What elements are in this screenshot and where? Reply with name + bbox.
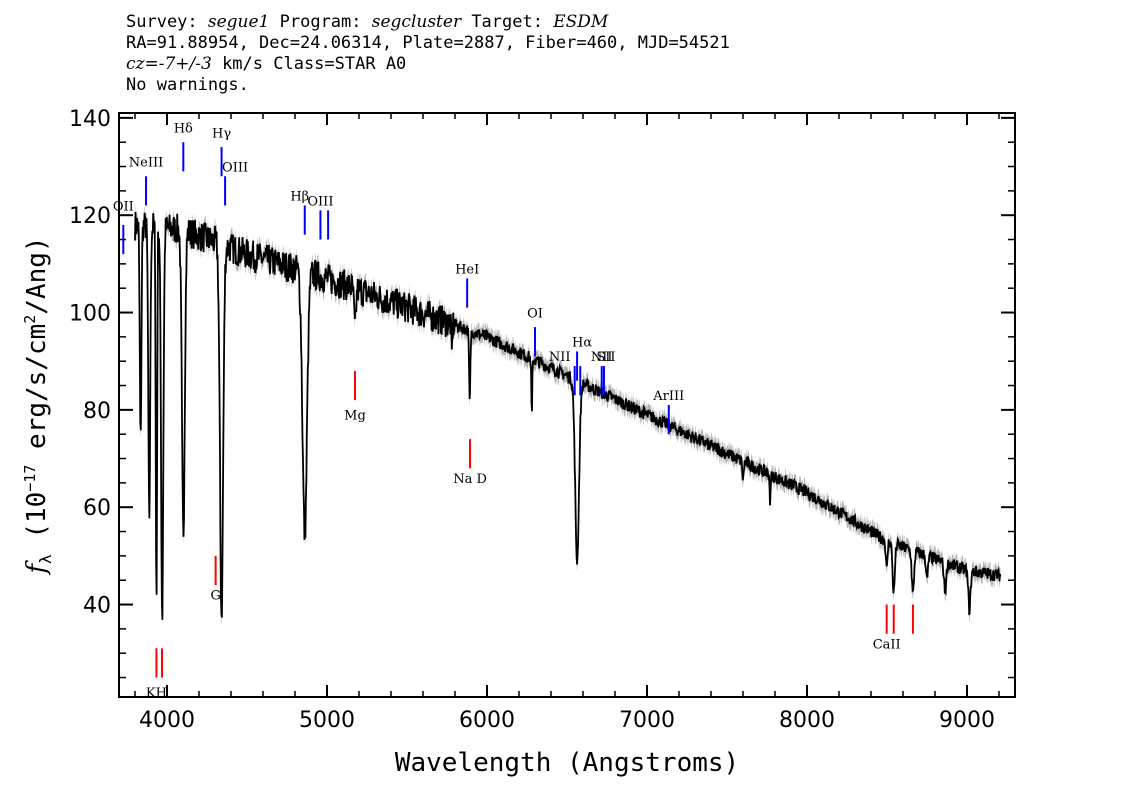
absorption-label-2: G	[210, 589, 220, 604]
plot-frame	[118, 112, 1016, 698]
emission-label-0: OII	[113, 199, 134, 214]
emission-label-11: Hα	[572, 336, 592, 351]
ylabel-a: (10	[22, 492, 52, 555]
x-axis-title: Wavelength (Angstroms)	[395, 748, 739, 778]
emission-label-4: OIII	[222, 160, 248, 175]
spectrum-line	[134, 211, 1002, 620]
header-run-3: segcluster	[371, 12, 462, 32]
header-run-0: Survey:	[126, 12, 208, 32]
x-tick-label-0: 4000	[139, 708, 195, 733]
absorption-label-3: Mg	[344, 409, 366, 424]
spectrum-header: Survey: segue1 Program: segcluster Targe…	[126, 12, 730, 96]
ylabel-sub: λ	[36, 554, 55, 564]
ylabel-exp2: 2	[21, 315, 39, 324]
emission-label-10: NII	[549, 350, 571, 365]
y-tick-label-3: 100	[69, 302, 111, 327]
error-band	[135, 204, 1001, 628]
ylabel-b: erg/s/cm	[22, 324, 52, 465]
emission-label-8: HeI	[455, 263, 479, 278]
ylabel-c: /Ang)	[22, 236, 52, 314]
header-coords-line: RA=91.88954, Dec=24.06314, Plate=2887, F…	[126, 33, 730, 53]
header-redshift-line: cz=-7+/-3 km/s Class=STAR A0	[126, 54, 730, 75]
emission-label-6: OIII	[307, 194, 333, 209]
absorption-label-4: Na D	[453, 472, 487, 487]
y-tick-label-0: 40	[83, 594, 111, 619]
absorption-label-0: KH	[146, 686, 167, 701]
header-survey-line: Survey: segue1 Program: segcluster Targe…	[126, 12, 730, 33]
y-tick-label-1: 60	[83, 496, 111, 521]
x-tick-label-1: 5000	[299, 708, 355, 733]
header-warnings-line: No warnings.	[126, 75, 249, 95]
emission-label-2: Hδ	[174, 121, 193, 136]
emission-label-9: OI	[527, 306, 543, 321]
redshift-run-0: cz=-7+/-3	[126, 54, 212, 74]
x-tick-label-5: 9000	[939, 708, 995, 733]
header-run-4: Target:	[461, 12, 554, 32]
emission-label-14: SII	[596, 350, 615, 365]
error-band-group	[135, 204, 1001, 628]
emission-label-5: Hβ	[290, 190, 309, 205]
header-run-2: Program:	[269, 12, 372, 32]
emission-label-3: Hγ	[212, 126, 231, 141]
spectrum-line-group	[134, 211, 1002, 620]
y-axis-title: fλ (10−17 erg/s/cm2/Ang)	[21, 236, 55, 575]
emission-label-13: NII	[591, 350, 613, 365]
y-tick-label-4: 120	[69, 204, 111, 229]
header-run-1: segue1	[207, 12, 270, 32]
x-tick-label-3: 7000	[619, 708, 675, 733]
x-tick-label-4: 8000	[779, 708, 835, 733]
header-run-5: ESDM	[553, 12, 609, 32]
x-tick-label-2: 6000	[459, 708, 515, 733]
emission-label-15: ArIII	[652, 389, 684, 404]
absorption-label-5: CaII	[873, 637, 901, 652]
ylabel-exp1: −17	[21, 465, 39, 492]
emission-label-1: NeIII	[129, 156, 163, 171]
axis-ticks-group: 4000 5000 6000 7000 8000 9000 40 60 80 100 120 140	[69, 107, 1015, 733]
y-tick-label-2: 80	[83, 399, 111, 424]
y-tick-label-5: 140	[69, 107, 111, 132]
redshift-run-1: km/s Class=STAR A0	[211, 54, 407, 74]
